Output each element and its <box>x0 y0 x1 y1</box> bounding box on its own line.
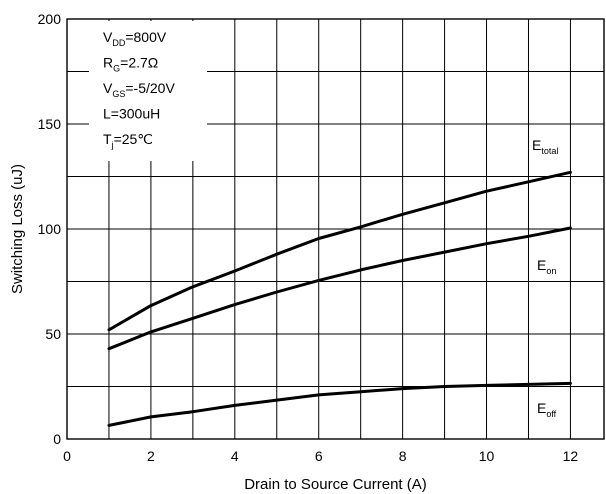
condition-line: VGS=-5/20V <box>103 80 175 99</box>
series-line-eon <box>107 226 572 351</box>
x-tick-label: 2 <box>147 448 155 464</box>
x-tick-label: 6 <box>315 448 323 464</box>
grid <box>67 19 604 439</box>
x-tick-label: 4 <box>231 448 239 464</box>
x-axis-label: Drain to Source Current (A) <box>244 476 427 493</box>
condition-line: Tj=25℃ <box>103 131 153 150</box>
x-tick-label: 12 <box>563 448 579 464</box>
condition-line: VDD=800V <box>103 29 167 48</box>
y-tick-label: 150 <box>38 116 62 132</box>
series-label-eoff: Eoff <box>537 400 557 419</box>
plot-frame <box>66 18 605 440</box>
y-tick-labels: 0 50 100 150 200 <box>38 11 62 447</box>
series-lines <box>107 170 572 427</box>
condition-line: L=300uH <box>103 106 160 122</box>
y-tick-label: 50 <box>45 326 61 342</box>
test-conditions: VDD=800V RG=2.7Ω VGS=-5/20V L=300uH Tj=25℃ <box>89 21 207 161</box>
y-axis-label: Switching Loss (uJ) <box>9 164 26 294</box>
series-label-eon: Eon <box>537 257 556 276</box>
x-tick-labels: 0 2 4 6 8 10 12 <box>63 448 578 464</box>
series-label-etotal: Etotal <box>532 137 558 156</box>
series-labels: Etotal Eon Eoff <box>532 137 558 419</box>
x-tick-label: 10 <box>479 448 495 464</box>
y-tick-label: 200 <box>38 11 62 27</box>
conditions-background <box>89 21 207 161</box>
condition-line: RG=2.7Ω <box>103 55 158 74</box>
y-tick-label: 100 <box>38 221 62 237</box>
x-tick-label: 8 <box>399 448 407 464</box>
y-tick-label: 0 <box>53 431 61 447</box>
series-line-etotal <box>107 170 572 332</box>
x-tick-label: 0 <box>63 448 71 464</box>
series-line-eoff <box>107 381 572 427</box>
